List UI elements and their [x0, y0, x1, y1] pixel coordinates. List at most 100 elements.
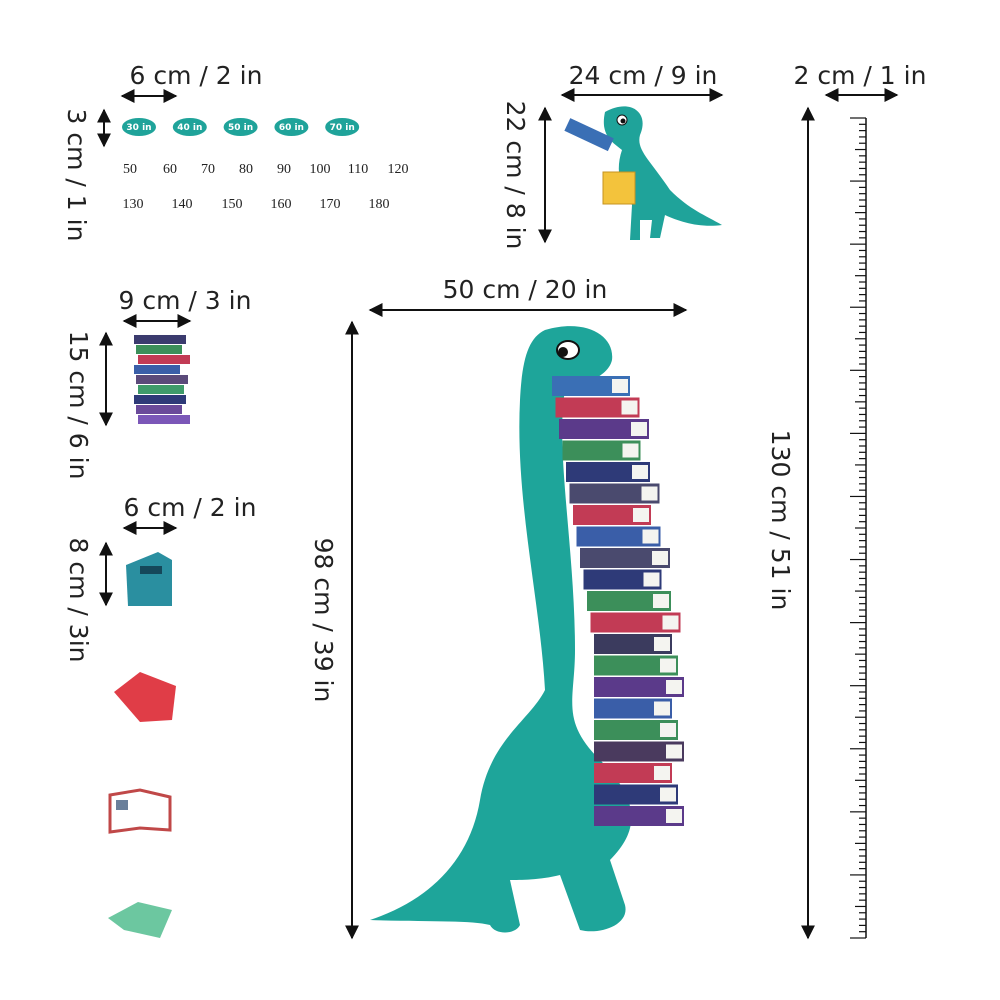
book-pages — [654, 637, 670, 651]
book-pages — [654, 766, 670, 780]
book-pages — [660, 723, 676, 737]
book — [562, 440, 641, 461]
small-dino — [564, 106, 722, 240]
dimension-label: 15 cm / 6 in — [64, 331, 93, 480]
badge — [122, 118, 156, 136]
badge — [223, 118, 258, 136]
red-book — [114, 672, 176, 722]
book — [569, 483, 660, 504]
number-sticker: 160 — [271, 197, 292, 212]
dino-pupil — [558, 347, 568, 357]
book-pages — [622, 443, 639, 458]
book-pages — [662, 615, 679, 630]
number-sticker: 70 — [201, 162, 215, 177]
book — [594, 698, 672, 719]
book-pages — [643, 572, 660, 587]
book — [559, 419, 649, 439]
book — [138, 355, 190, 364]
book — [594, 806, 684, 826]
book-pages — [653, 594, 669, 608]
number-sticker: 50 — [123, 162, 137, 177]
badge-label: 70 in — [330, 123, 355, 133]
book — [134, 365, 180, 374]
book — [602, 171, 636, 205]
book — [573, 505, 651, 525]
badge-label: 30 in — [126, 123, 151, 133]
book-pages — [621, 400, 638, 415]
dimension-label: 2 cm / 1 in — [794, 61, 927, 90]
book — [552, 376, 630, 396]
number-sticker: 150 — [222, 197, 243, 212]
open-book — [108, 788, 172, 834]
book-pages — [654, 701, 670, 716]
badge-label: 60 in — [279, 123, 304, 133]
book — [594, 741, 684, 762]
book-pages — [642, 529, 659, 544]
book-pages — [666, 809, 682, 823]
book — [580, 548, 670, 568]
number-sticker: 90 — [277, 162, 291, 177]
number-sticker: 110 — [348, 162, 368, 177]
book-pages — [631, 422, 647, 436]
book — [134, 395, 186, 404]
book — [564, 118, 614, 152]
open-book-image — [116, 800, 128, 810]
dimension-label: 98 cm / 39 in — [309, 538, 338, 703]
dimension-label: 22 cm / 8 in — [501, 101, 530, 250]
number-sticker: 120 — [388, 162, 409, 177]
book-label — [140, 566, 162, 574]
book — [594, 720, 678, 740]
number-sticker: 180 — [369, 197, 390, 212]
book — [138, 385, 184, 394]
number-sticker: 170 — [320, 197, 341, 212]
book-pages — [633, 508, 649, 522]
number-sticker: 140 — [172, 197, 193, 212]
badge — [274, 118, 309, 136]
badge-label: 50 in — [228, 123, 253, 133]
book-pages — [641, 486, 658, 501]
book — [590, 612, 681, 633]
book — [555, 397, 640, 418]
book-pages — [632, 465, 648, 479]
dimension-label: 50 cm / 20 in — [443, 275, 608, 304]
book-pages — [660, 787, 676, 802]
badge-label: 40 in — [177, 123, 202, 133]
dimension-label: 6 cm / 2 in — [130, 61, 263, 90]
book — [566, 462, 650, 482]
number-sticker: 130 — [123, 197, 144, 212]
book — [594, 784, 678, 805]
number-sticker: 100 — [310, 162, 331, 177]
dimension-label: 8 cm / 3in — [64, 538, 93, 663]
book — [136, 345, 182, 354]
book-pages — [666, 680, 682, 694]
book — [594, 763, 672, 783]
dino-pupil — [620, 118, 626, 124]
book — [136, 375, 188, 384]
badge — [172, 118, 207, 136]
green-book — [108, 902, 172, 938]
dimension-label: 24 cm / 9 in — [569, 61, 718, 90]
book — [583, 569, 662, 590]
dimension-label: 9 cm / 3 in — [119, 286, 252, 315]
dimension-label: 130 cm / 51 in — [766, 430, 795, 611]
dino-body — [603, 106, 722, 240]
book — [136, 405, 182, 414]
book-pages — [652, 551, 668, 565]
book-pages — [660, 658, 676, 673]
book — [594, 677, 684, 697]
badge — [325, 118, 360, 136]
book — [576, 526, 661, 547]
book — [587, 591, 671, 611]
dimension-label: 3 cm / 1 in — [62, 109, 91, 242]
dimension-label: 6 cm / 2 in — [124, 493, 257, 522]
book — [134, 335, 186, 344]
book — [138, 415, 190, 424]
big-dino — [370, 326, 684, 933]
number-sticker: 80 — [239, 162, 253, 177]
book — [594, 634, 672, 654]
book-pages — [666, 744, 682, 759]
book — [594, 655, 678, 676]
dino-body — [370, 326, 632, 933]
number-sticker: 60 — [163, 162, 177, 177]
